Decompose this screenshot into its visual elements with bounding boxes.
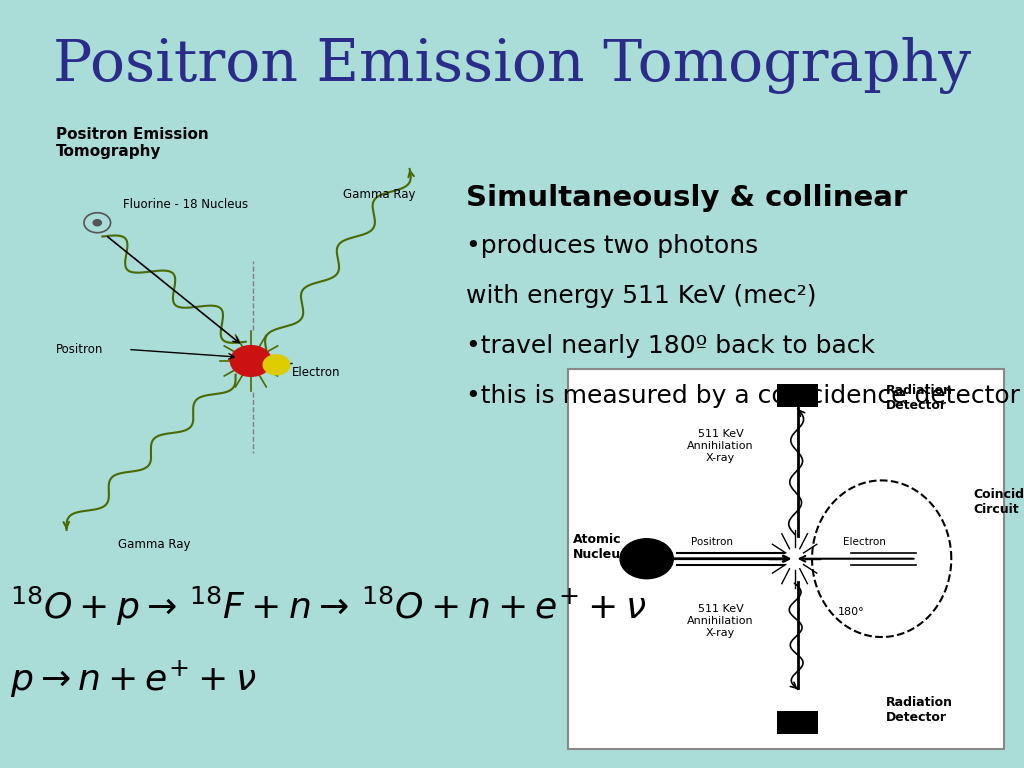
Text: Radiation
Detector: Radiation Detector	[886, 696, 953, 723]
Text: $p \rightarrow n + e^{+} + \nu$: $p \rightarrow n + e^{+} + \nu$	[10, 659, 257, 700]
Text: $^{18}O + p\rightarrow\,^{18}F + n\rightarrow\,^{18}O + n + e^{+} + \nu$: $^{18}O + p\rightarrow\,^{18}F + n\right…	[10, 585, 647, 628]
Circle shape	[93, 220, 101, 226]
FancyBboxPatch shape	[777, 711, 818, 734]
Text: •this is measured by a coincidence detector: •this is measured by a coincidence detec…	[466, 384, 1020, 408]
Text: with energy 511 KeV (mec²): with energy 511 KeV (mec²)	[466, 284, 816, 308]
Text: Positron: Positron	[56, 343, 103, 356]
FancyBboxPatch shape	[568, 369, 1004, 749]
Text: Electron: Electron	[292, 366, 340, 379]
Text: Coincidence
Circuit: Coincidence Circuit	[973, 488, 1024, 515]
Text: 511 KeV
Annihilation
X-ray: 511 KeV Annihilation X-ray	[687, 604, 754, 637]
Text: Simultaneously & collinear: Simultaneously & collinear	[466, 184, 907, 212]
Circle shape	[621, 539, 674, 579]
Text: Positron Emission
Tomography: Positron Emission Tomography	[56, 127, 209, 159]
Text: Positron Emission Tomography: Positron Emission Tomography	[53, 37, 971, 94]
Text: Atomic
Nucleus: Atomic Nucleus	[572, 533, 628, 561]
Text: 180°: 180°	[838, 607, 864, 617]
Circle shape	[230, 346, 271, 376]
Text: •travel nearly 180º back to back: •travel nearly 180º back to back	[466, 334, 874, 358]
Text: Radiation
Detector: Radiation Detector	[886, 384, 953, 412]
Text: Gamma Ray: Gamma Ray	[343, 188, 416, 201]
Text: Electron: Electron	[843, 538, 886, 548]
Circle shape	[263, 355, 290, 375]
Text: Gamma Ray: Gamma Ray	[118, 538, 190, 551]
Text: Positron: Positron	[691, 538, 733, 548]
Text: 511 KeV
Annihilation
X-ray: 511 KeV Annihilation X-ray	[687, 429, 754, 462]
FancyBboxPatch shape	[777, 384, 818, 407]
Text: •produces two photons: •produces two photons	[466, 234, 758, 258]
Text: Fluorine - 18 Nucleus: Fluorine - 18 Nucleus	[123, 198, 248, 211]
